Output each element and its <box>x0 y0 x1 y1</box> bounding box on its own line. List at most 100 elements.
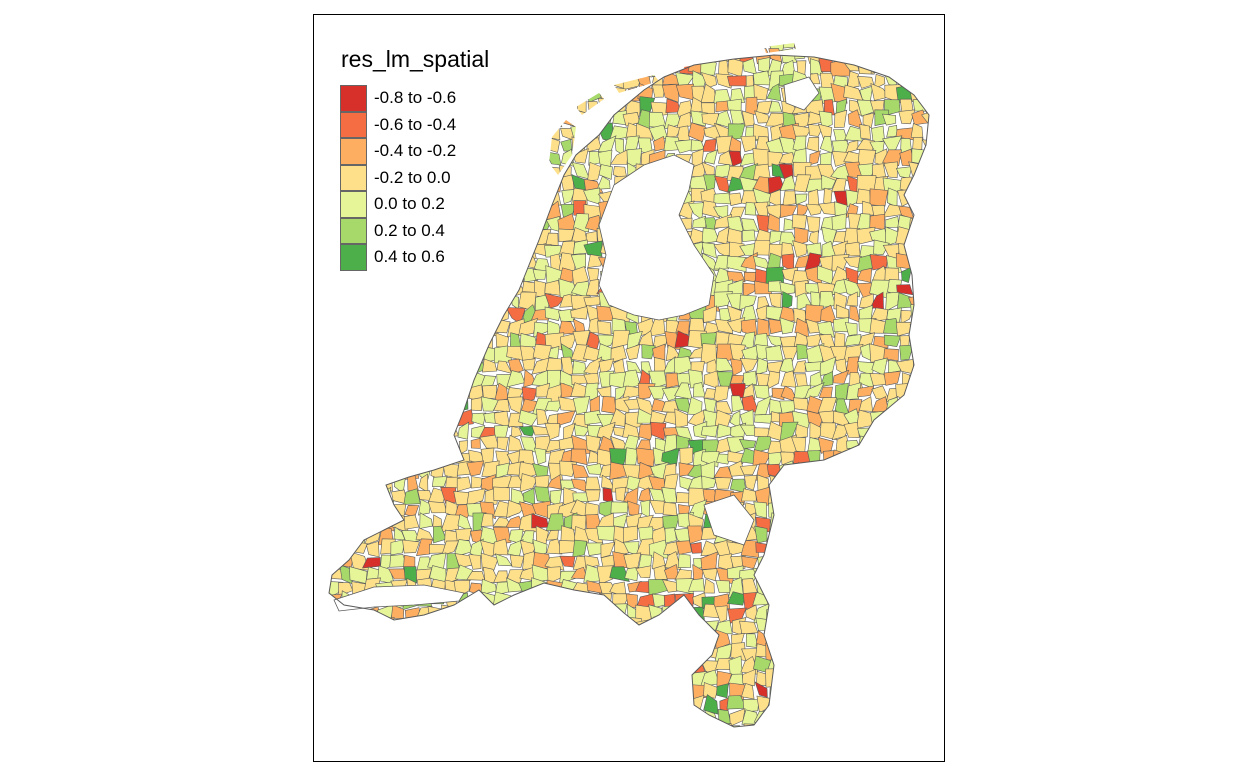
municipality-cell <box>494 424 509 439</box>
municipality-cell <box>823 99 835 116</box>
legend-entry: -0.6 to -0.4 <box>340 111 489 138</box>
municipality-cell <box>661 83 680 103</box>
municipality-cell <box>690 542 703 554</box>
municipality-cell <box>441 540 460 556</box>
municipality-cell <box>779 357 795 375</box>
municipality-cell <box>652 593 668 608</box>
municipality-cell <box>427 501 448 514</box>
municipality-cell <box>497 436 509 451</box>
municipality-cell <box>416 538 433 556</box>
municipality-cell <box>765 345 784 361</box>
municipality-cell <box>703 174 716 192</box>
municipality-cell <box>716 453 732 465</box>
municipality-cell <box>558 228 575 243</box>
municipality-cell <box>664 527 677 544</box>
municipality-cell <box>869 188 889 207</box>
municipality-cell <box>859 293 874 309</box>
municipality-cell <box>743 370 758 387</box>
municipality-cell <box>730 358 743 377</box>
municipality-cell <box>600 541 616 559</box>
municipality-cell <box>510 488 526 506</box>
municipality-cell <box>752 449 772 466</box>
municipality-cell <box>782 190 797 207</box>
municipality-cell <box>662 473 679 493</box>
municipality-cell <box>635 447 656 467</box>
municipality-cell <box>598 164 613 180</box>
legend-swatch <box>340 191 367 218</box>
municipality-cell <box>726 293 743 311</box>
municipality-cell <box>701 242 717 259</box>
municipality-cell <box>641 344 656 360</box>
municipality-cell <box>687 122 707 143</box>
municipality-cell <box>805 203 824 216</box>
municipality-cell <box>493 410 511 428</box>
municipality-cell <box>624 566 639 582</box>
municipality-cell <box>662 540 680 555</box>
municipality-cell <box>509 554 525 568</box>
municipality-cell <box>701 475 717 491</box>
municipality-cell <box>547 474 562 490</box>
municipality-cell <box>635 565 652 579</box>
municipality-cell <box>716 683 729 699</box>
municipality-cell <box>727 75 747 87</box>
municipality-cell <box>846 70 860 89</box>
municipality-cell <box>585 476 601 491</box>
municipality-cell <box>739 464 758 476</box>
municipality-cell <box>623 525 639 543</box>
municipality-cell <box>468 554 482 570</box>
municipality-cell <box>859 124 871 140</box>
municipality-cell <box>493 399 511 413</box>
municipality-cell <box>792 360 806 373</box>
municipality-cell <box>757 318 770 337</box>
legend-entry: -0.2 to 0.0 <box>340 164 489 191</box>
municipality-cell <box>739 357 759 373</box>
municipality-cell <box>544 293 565 309</box>
legend-entry: 0.4 to 0.6 <box>340 244 489 271</box>
municipality-cell <box>492 526 512 545</box>
municipality-cell <box>558 278 578 299</box>
municipality-cell <box>585 230 598 243</box>
municipality-cell <box>882 113 897 126</box>
municipality-cell <box>873 239 890 256</box>
municipality-cell <box>834 109 848 128</box>
municipality-cell <box>862 112 875 129</box>
municipality-cell <box>766 370 781 390</box>
municipality-cell <box>806 216 821 233</box>
municipality-cell <box>753 501 768 519</box>
municipality-cell <box>766 83 782 102</box>
municipality-cell <box>534 447 547 465</box>
municipality-cell <box>703 694 719 715</box>
municipality-cell <box>714 643 733 663</box>
municipality-cell <box>557 410 576 427</box>
municipality-cell <box>585 463 604 476</box>
municipality-cell <box>804 382 825 399</box>
municipality-cell <box>493 538 509 556</box>
legend-label: -0.8 to -0.6 <box>374 88 457 108</box>
municipality-cell <box>544 400 564 412</box>
municipality-cell <box>833 129 849 142</box>
municipality-cell <box>402 539 420 554</box>
rivers-water <box>703 494 755 546</box>
municipality-cell <box>635 122 654 141</box>
municipality-cell <box>597 320 612 336</box>
municipality-cell <box>666 124 682 138</box>
municipality-cell <box>610 345 627 363</box>
municipality-cell <box>805 178 825 192</box>
municipality-cell <box>585 489 601 502</box>
municipality-cell <box>713 192 731 205</box>
municipality-cell <box>771 387 785 401</box>
municipality-cell <box>625 344 641 360</box>
municipality-cell <box>701 200 721 219</box>
municipality-cell <box>390 539 406 556</box>
municipality-cell <box>795 193 808 206</box>
municipality-cell <box>792 240 809 258</box>
municipality-cell <box>793 174 812 193</box>
municipality-cell <box>573 424 591 437</box>
municipality-cell <box>546 538 563 555</box>
choropleth-map[interactable] <box>314 15 945 762</box>
municipality-cell <box>726 725 744 727</box>
municipality-cell <box>570 448 588 466</box>
municipality-cell <box>585 278 600 297</box>
municipality-cell <box>843 421 860 438</box>
municipality-cell <box>466 460 485 477</box>
